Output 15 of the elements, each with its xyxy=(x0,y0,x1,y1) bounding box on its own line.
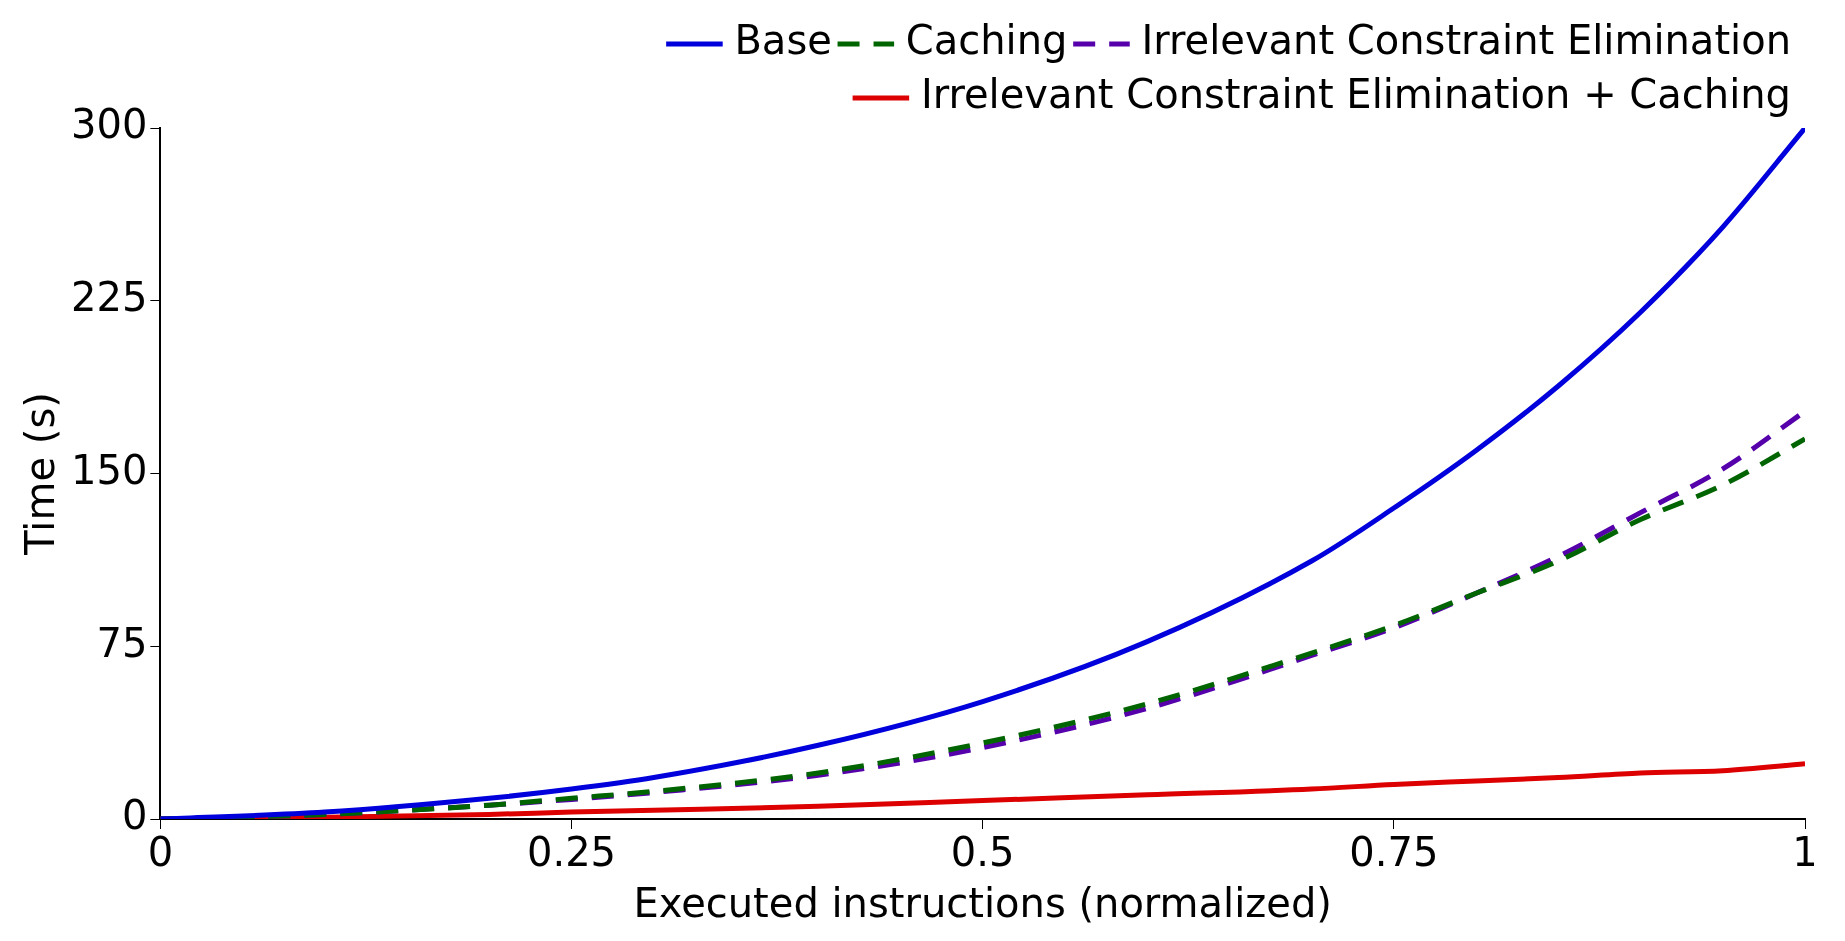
x-tick-label: 1 xyxy=(1792,829,1818,876)
legend-label: Irrelevant Constraint Elimination xyxy=(1141,17,1791,64)
x-tick-label: 0.5 xyxy=(950,829,1015,876)
y-axis-title: Time (s) xyxy=(17,392,64,556)
y-tick-label: 75 xyxy=(96,619,148,666)
legend-label: Irrelevant Constraint Elimination + Caching xyxy=(920,71,1792,118)
y-tick-label: 150 xyxy=(70,446,148,493)
legend-label: Base xyxy=(734,17,832,64)
x-axis-title: Executed instructions (normalized) xyxy=(633,880,1332,927)
y-tick-label: 0 xyxy=(121,792,148,839)
legend-label: Caching xyxy=(905,17,1068,64)
y-tick-label: 225 xyxy=(70,274,148,321)
x-tick-label: 0.75 xyxy=(1349,829,1439,876)
y-tick-label: 300 xyxy=(70,101,148,148)
x-tick-label: 0.25 xyxy=(526,829,617,876)
